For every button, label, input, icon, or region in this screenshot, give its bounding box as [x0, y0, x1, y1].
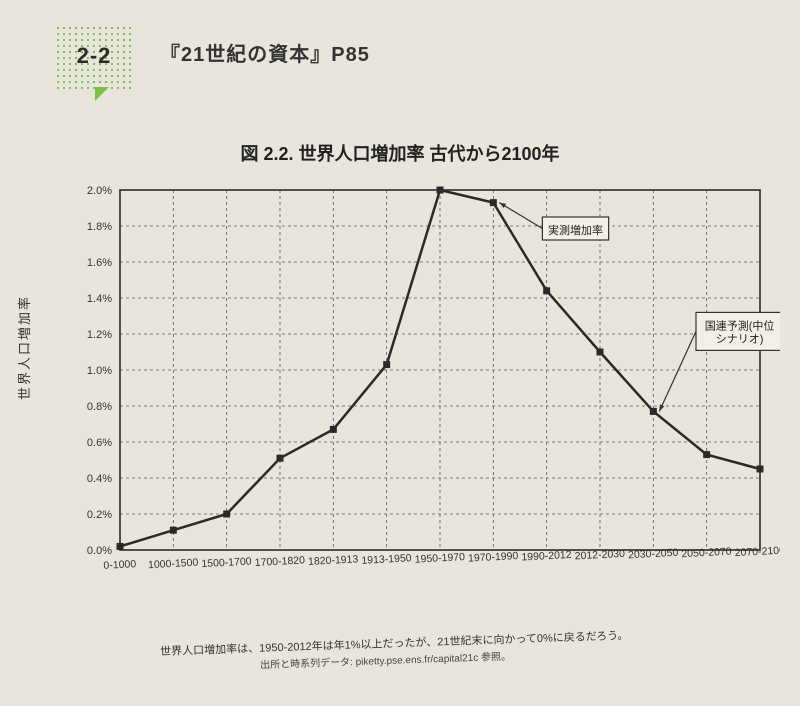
data-marker — [330, 426, 337, 433]
data-marker — [543, 287, 550, 294]
data-marker — [223, 511, 230, 518]
data-marker — [650, 408, 657, 415]
data-marker — [117, 543, 124, 550]
x-tick-label: 1700-1820 — [254, 554, 305, 569]
y-tick-label: 1.0% — [87, 365, 112, 377]
x-tick-label: 0-1000 — [103, 558, 136, 572]
x-tick-label: 2070-2100 — [734, 544, 780, 559]
y-tick-label: 0.2% — [87, 509, 112, 521]
y-tick-label: 1.2% — [87, 329, 112, 341]
y-tick-label: 1.8% — [87, 221, 112, 233]
y-tick-label: 0.0% — [87, 545, 112, 557]
chart-container: 図 2.2. 世界人口増加率 古代から2100年 世界人口増加率 0.0%0.2… — [20, 140, 780, 680]
data-marker — [597, 349, 604, 356]
x-tick-label: 1000-1500 — [148, 557, 199, 572]
chart-title: 図 2.2. 世界人口増加率 古代から2100年 — [20, 140, 780, 166]
x-tick-label: 1500-1700 — [201, 555, 252, 570]
book-title: 『21世紀の資本』P85 — [160, 38, 370, 67]
data-marker — [277, 455, 284, 462]
y-tick-label: 1.4% — [87, 293, 112, 305]
data-marker — [703, 451, 710, 458]
y-tick-label: 1.6% — [87, 257, 112, 269]
data-marker — [383, 361, 390, 368]
y-tick-label: 0.6% — [87, 437, 112, 449]
badge-arrow-icon — [95, 87, 109, 101]
callout-label: シナリオ) — [716, 332, 764, 345]
callout-label: 実測増加率 — [548, 223, 603, 237]
section-badge-label: 2-2 — [77, 43, 112, 69]
data-marker — [437, 187, 444, 194]
data-marker — [170, 527, 177, 534]
data-marker — [490, 199, 497, 206]
page: 2-2 『21世紀の資本』P85 図 2.2. 世界人口増加率 古代から2100… — [0, 0, 800, 706]
callout-label: 国連予測(中位 — [705, 318, 775, 332]
x-tick-label: 1820-1913 — [308, 553, 359, 568]
chart-ylabel: 世界人口増加率 — [14, 295, 33, 400]
x-tick-label: 2030-2050 — [628, 547, 679, 562]
section-badge: 2-2 — [55, 25, 133, 93]
x-tick-label: 2050-2070 — [681, 546, 732, 561]
x-tick-label: 1970-1990 — [468, 550, 519, 565]
y-tick-label: 0.4% — [87, 473, 112, 485]
chart-svg: 0.0% 0.2% 0.4% 0.6% 0.8% 1.0% 1.2% 1.4% 1.6% 1.8%… — [60, 170, 780, 610]
x-tick-label: 1990-2012 — [521, 549, 572, 564]
x-tick-label: 1950-1970 — [414, 551, 465, 566]
y-tick-label: 0.8% — [87, 401, 112, 413]
x-tick-label: 1913-1950 — [361, 552, 412, 567]
y-tick-label: 2.0% — [87, 185, 112, 197]
data-marker — [757, 466, 764, 473]
